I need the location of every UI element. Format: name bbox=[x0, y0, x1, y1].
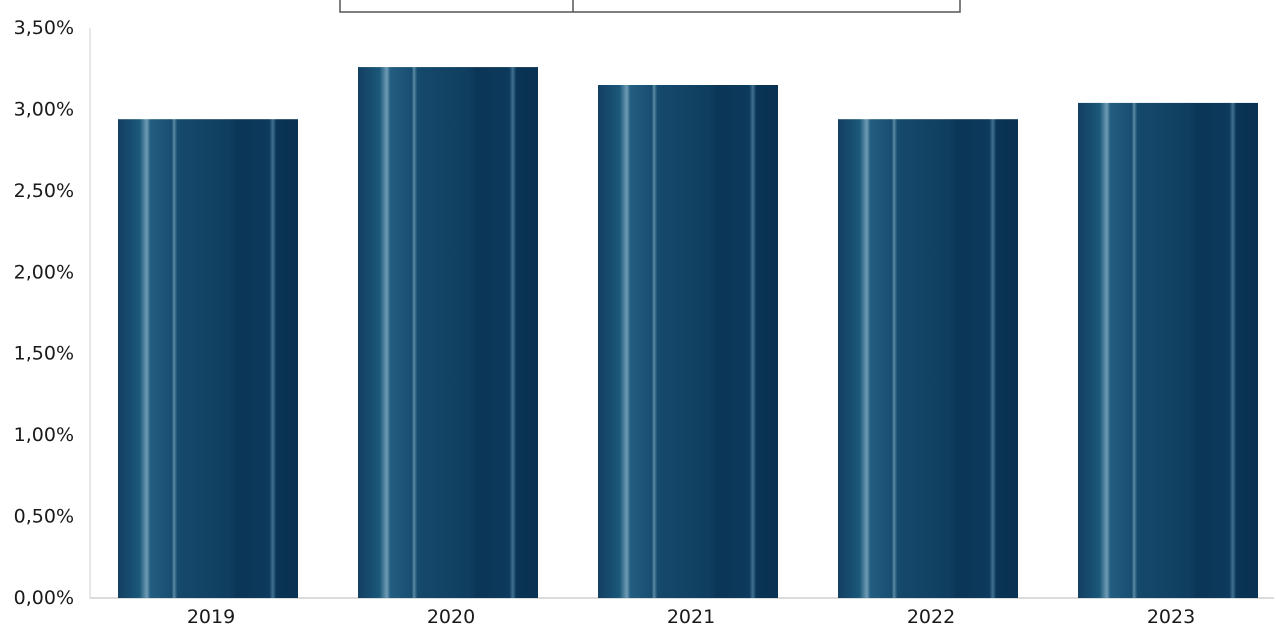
y-tick-label: 3,00% bbox=[14, 98, 74, 120]
bar-2021 bbox=[598, 85, 778, 598]
legend-box-fragment bbox=[339, 0, 961, 13]
y-axis-ticks: 0,00% 0,50% 1,00% 1,50% 2,00% 2,50% 3,00% 3,50% bbox=[14, 17, 74, 609]
x-tick-label-2019: 2019 bbox=[187, 606, 235, 628]
bars bbox=[118, 67, 1258, 599]
y-tick-label: 0,00% bbox=[14, 587, 74, 609]
x-tick-label-2021: 2021 bbox=[667, 606, 715, 628]
bar-2019 bbox=[118, 119, 298, 598]
bar-2022 bbox=[838, 119, 1018, 598]
y-tick-label: 2,00% bbox=[14, 261, 74, 283]
x-tick-label-2023: 2023 bbox=[1147, 606, 1195, 628]
y-tick-label: 1,00% bbox=[14, 424, 74, 446]
bar-2020 bbox=[358, 67, 538, 599]
y-tick-label: 1,50% bbox=[14, 343, 74, 365]
x-tick-label-2020: 2020 bbox=[427, 606, 475, 628]
y-tick-label: 0,50% bbox=[14, 506, 74, 528]
x-tick-label-2022: 2022 bbox=[907, 606, 955, 628]
y-tick-label: 3,50% bbox=[14, 17, 74, 39]
x-axis-labels: 2019 2020 2021 2022 2023 bbox=[187, 606, 1195, 628]
y-tick-label: 2,50% bbox=[14, 180, 74, 202]
bar-2023 bbox=[1078, 102, 1258, 599]
